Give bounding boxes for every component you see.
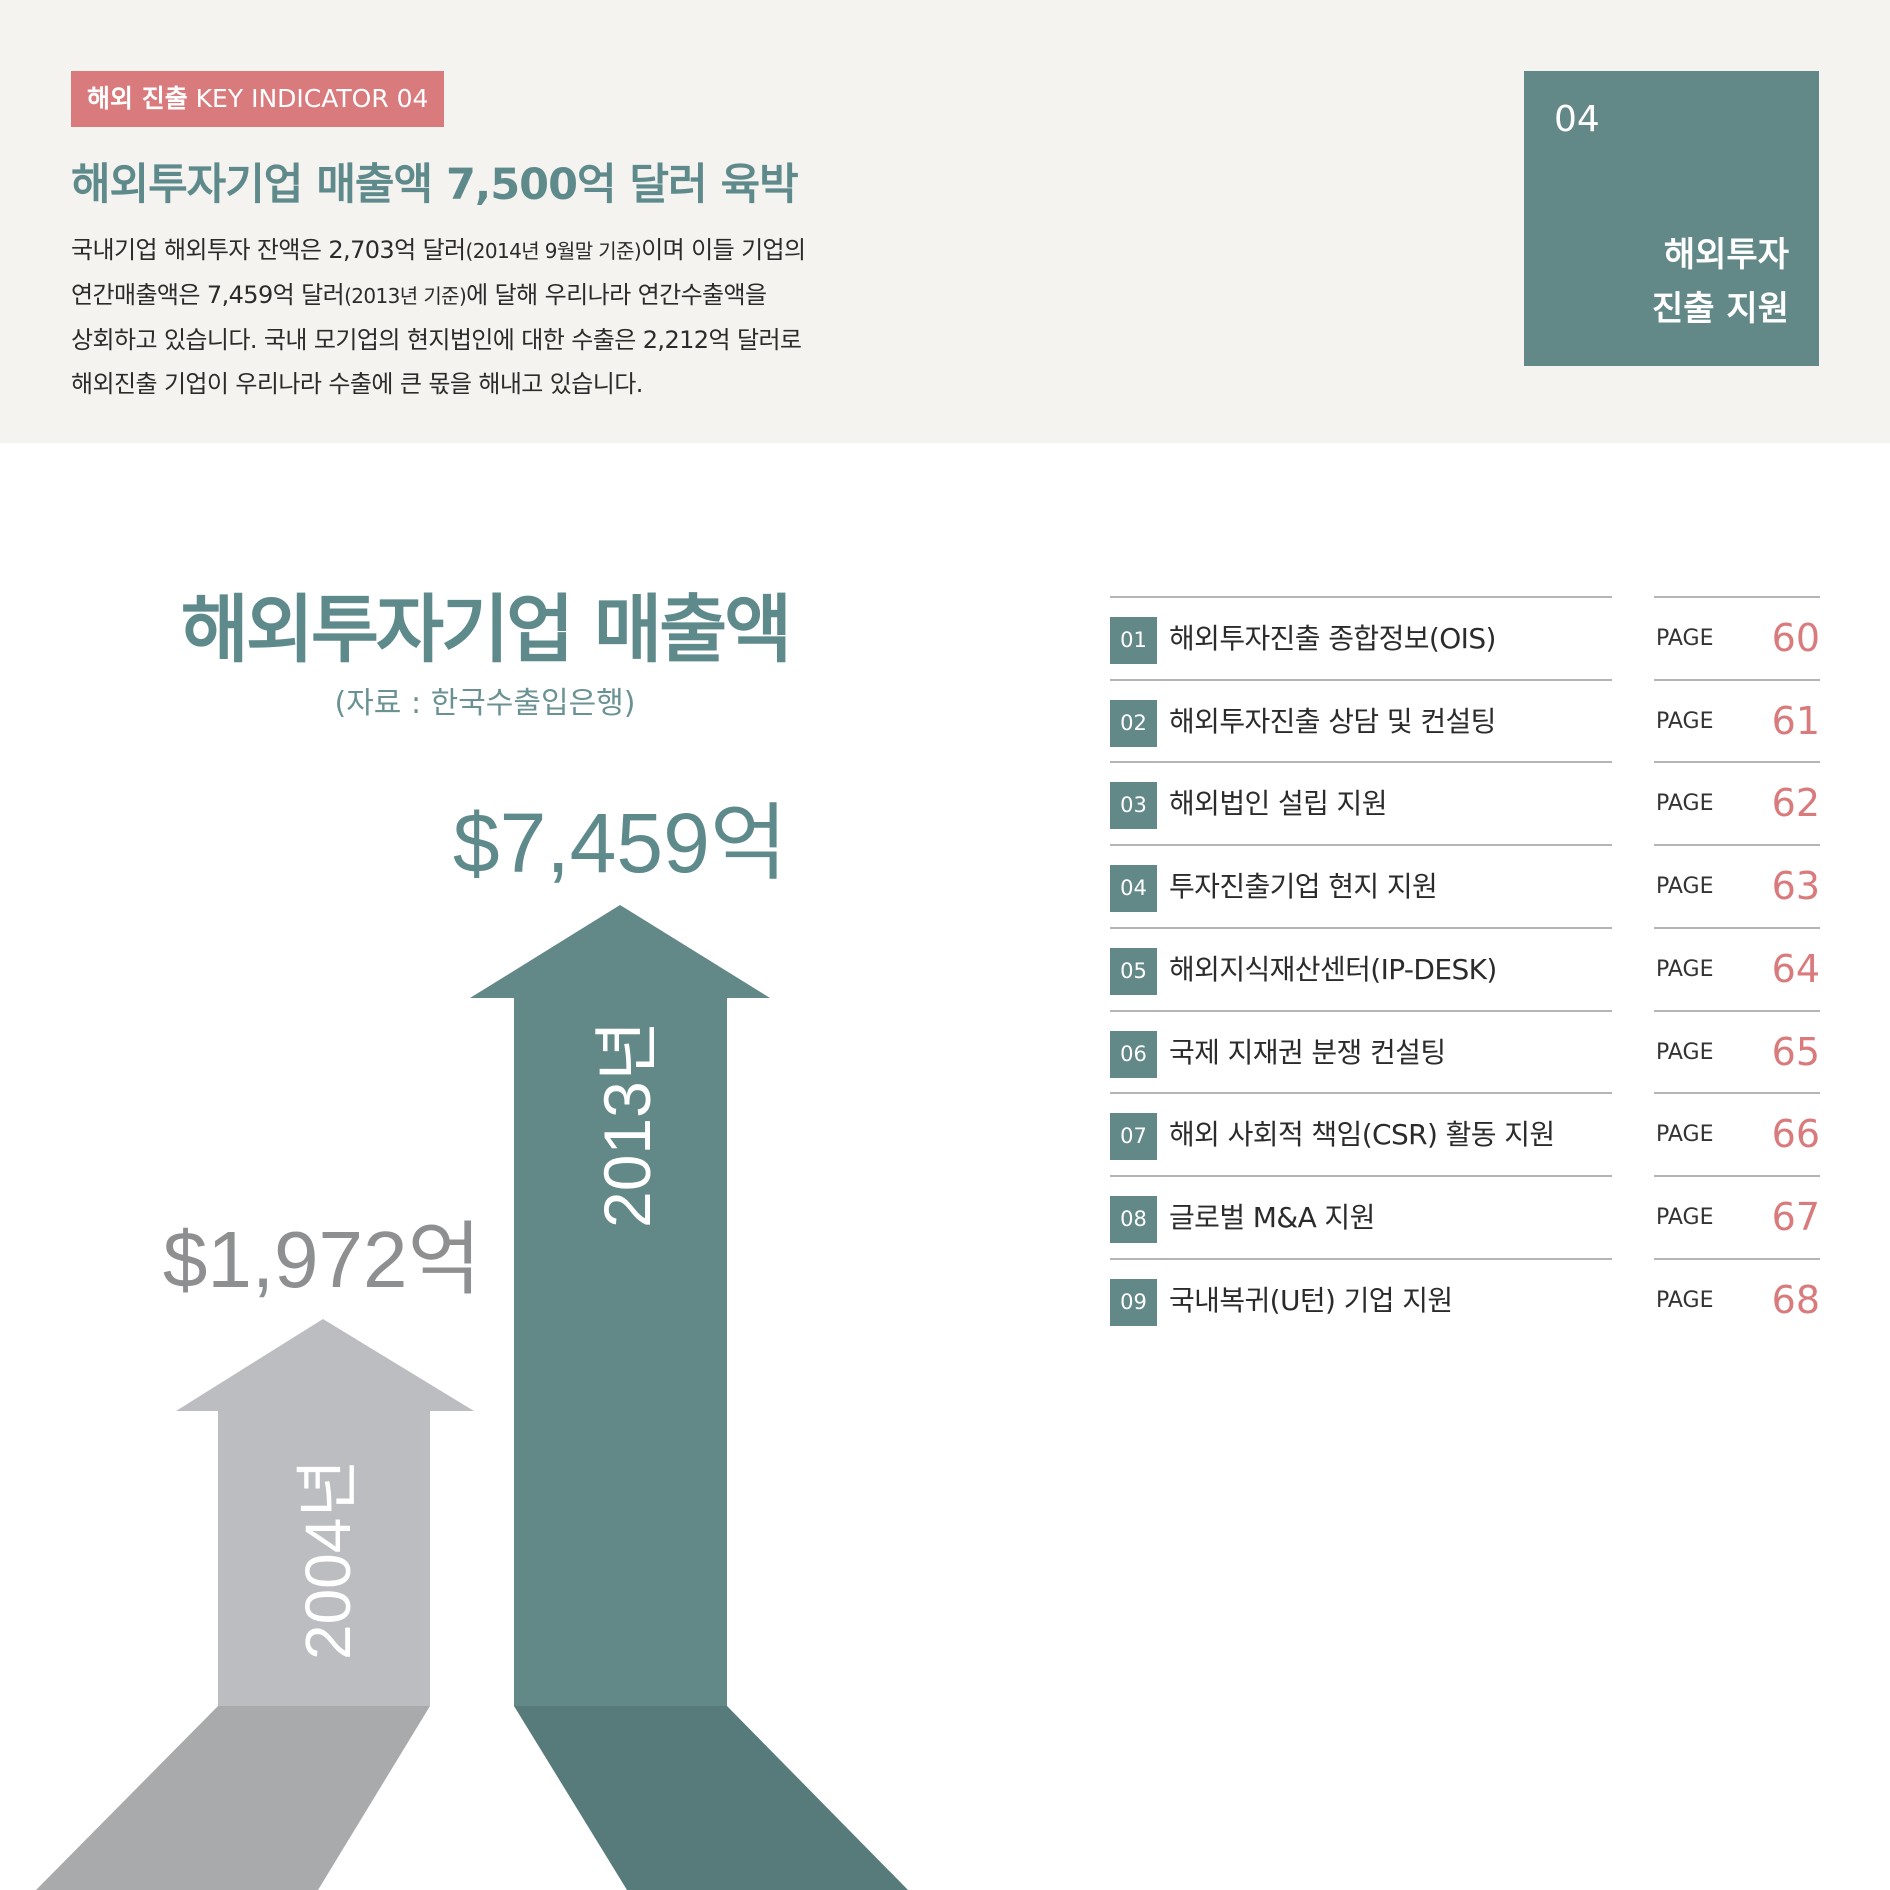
arrow-2013-value-label: $7,459억 (453, 796, 787, 890)
toc-page-number: 60 (1771, 616, 1820, 660)
toc-page-number: 63 (1771, 864, 1820, 909)
toc-divider-right (1654, 761, 1820, 764)
toc-divider-left (1110, 1092, 1612, 1095)
toc-number: 09 (1110, 1278, 1157, 1326)
toc-row-09[interactable]: 09 국내복귀(U턴) 기업 지원 PAGE 68 (1110, 1257, 1820, 1341)
toc-page-number: 61 (1771, 698, 1820, 743)
toc-divider-right (1654, 1174, 1820, 1177)
arrow-2013-shadow (514, 1706, 908, 1890)
toc-divider-right (1654, 1092, 1820, 1095)
toc-title[interactable]: 해외 사회적 책임(CSR) 활동 지원 (1169, 1118, 1555, 1152)
toc-number: 04 (1110, 865, 1157, 913)
tag-rest-text: KEY INDICATOR 04 (187, 84, 429, 113)
toc-page-label: PAGE (1656, 708, 1714, 734)
toc-page-label: PAGE (1656, 1039, 1714, 1065)
intro-l1b: (2014년 9월말 기준) (465, 239, 642, 263)
intro-l2b: (2013년 기준) (344, 284, 467, 308)
toc-divider-left (1110, 1257, 1612, 1260)
toc-number: 02 (1110, 699, 1157, 747)
intro-line-4: 해외진출 기업이 우리나라 수출에 큰 몫을 해내고 있습니다. (71, 370, 643, 398)
section-label: 해외투자 진출 지원 (1652, 228, 1789, 336)
toc-title[interactable]: 투자진출기업 현지 지원 (1169, 870, 1438, 904)
toc-divider-right (1654, 678, 1820, 681)
toc-title[interactable]: 해외투자진출 종합정보(OIS) (1169, 622, 1496, 655)
toc-page-number: 64 (1771, 946, 1820, 991)
chart-title: 해외투자기업 매출액 (180, 587, 792, 673)
toc-title[interactable]: 국내복귀(U턴) 기업 지원 (1169, 1283, 1453, 1317)
toc-title[interactable]: 해외투자진출 상담 및 컨설팅 (1169, 704, 1496, 738)
tag-strong-text: 해외 진출 (87, 84, 188, 113)
toc-title[interactable]: 해외법인 설립 지원 (1169, 787, 1387, 821)
toc-row-08[interactable]: 08 글로벌 M&A 지원 PAGE 67 (1110, 1174, 1820, 1258)
toc-row-06[interactable]: 06 국제 지재권 분쟁 컨설팅 PAGE 65 (1110, 1009, 1820, 1093)
arrow-2004: 2004년 $1,972억 (36, 1215, 481, 1890)
intro-paragraph: 국내기업 해외투자 잔액은 2,703억 달러(2014년 9월말 기준)이며 … (71, 228, 931, 406)
intro-line-3: 상회하고 있습니다. 국내 모기업의 현지법인에 대한 수출은 2,212억 달… (71, 326, 802, 354)
toc-title[interactable]: 해외지식재산센터(IP-DESK) (1169, 952, 1497, 986)
toc-row-02[interactable]: 02 해외투자진출 상담 및 컨설팅 PAGE 61 (1110, 678, 1820, 762)
toc-divider-left (1110, 678, 1612, 681)
arrow-2013-year-label: 2013년 (590, 1020, 664, 1228)
toc-row-03[interactable]: 03 해외법인 설립 지원 PAGE 62 (1110, 761, 1820, 844)
intro-l1a: 국내기업 해외투자 잔액은 2,703억 달러 (71, 236, 466, 264)
arrow-2004-year-label: 2004년 (292, 1459, 364, 1660)
section-number-box: 04 해외투자 진출 지원 (1524, 71, 1819, 366)
intro-line-1: 국내기업 해외투자 잔액은 2,703억 달러(2014년 9월말 기준)이며 … (71, 228, 931, 273)
toc-page-label: PAGE (1656, 1287, 1714, 1313)
toc-page-label: PAGE (1656, 956, 1714, 982)
arrow-2013-body (470, 905, 770, 1706)
toc-divider-right (1654, 1009, 1820, 1012)
toc-page-number: 67 (1771, 1194, 1820, 1239)
arrow-2004-shadow (36, 1706, 430, 1890)
toc-page-label: PAGE (1656, 874, 1714, 900)
toc-number: 03 (1110, 782, 1157, 830)
intro-line-2: 연간매출액은 7,459억 달러(2013년 기준)에 달해 우리나라 연간수출… (71, 273, 931, 318)
section-number: 04 (1554, 99, 1600, 140)
toc-divider-left (1110, 1009, 1612, 1012)
toc-number: 07 (1110, 1113, 1157, 1161)
page-headline: 해외투자기업 매출액 7,500억 달러 육박 (71, 160, 799, 210)
toc-page-label: PAGE (1656, 1204, 1714, 1230)
toc-page-number: 65 (1771, 1029, 1820, 1074)
toc-divider-left (1110, 926, 1612, 929)
chart-source: (자료 : 한국수출입은행) (334, 686, 636, 721)
toc-page-label: PAGE (1656, 1122, 1714, 1148)
intro-l1c: 이며 이들 기업의 (641, 236, 806, 264)
toc-number: 06 (1110, 1030, 1157, 1078)
section-tag: 해외 진출 KEY INDICATOR 04 (71, 71, 445, 127)
toc-divider-left (1110, 761, 1612, 764)
toc-row-04[interactable]: 04 투자진출기업 현지 지원 PAGE 63 (1110, 844, 1820, 927)
toc-page-label: PAGE (1656, 626, 1714, 651)
toc-divider-right (1654, 844, 1820, 847)
arrow-2004-body (176, 1319, 474, 1706)
toc-number: 05 (1110, 947, 1157, 995)
toc-number: 01 (1110, 617, 1157, 664)
toc-divider-left (1110, 596, 1612, 598)
toc-divider-left (1110, 844, 1612, 847)
toc-divider-right (1654, 926, 1820, 929)
toc-divider-left (1110, 1174, 1612, 1177)
toc-page-label: PAGE (1656, 791, 1714, 817)
toc-page-number: 68 (1771, 1277, 1820, 1322)
section-label-line-1: 해외투자 (1663, 235, 1789, 275)
toc-divider-right (1654, 596, 1820, 598)
toc-row-01[interactable]: 01 해외투자진출 종합정보(OIS) PAGE 60 (1110, 596, 1820, 679)
arrow-2004-value-label: $1,972억 (163, 1215, 481, 1304)
toc-title[interactable]: 국제 지재권 분쟁 컨설팅 (1169, 1035, 1446, 1069)
arrow-2013: 2013년 $7,459억 (453, 796, 908, 1890)
intro-l2a: 연간매출액은 7,459억 달러 (71, 281, 345, 309)
toc-page-number: 62 (1771, 781, 1820, 826)
intro-l2c: 에 달해 우리나라 연간수출액을 (466, 281, 767, 309)
toc-row-07[interactable]: 07 해외 사회적 책임(CSR) 활동 지원 PAGE 66 (1110, 1092, 1820, 1175)
section-label-line-2: 진출 지원 (1652, 289, 1789, 329)
toc-divider-right (1654, 1257, 1820, 1260)
toc-row-05[interactable]: 05 해외지식재산센터(IP-DESK) PAGE 64 (1110, 926, 1820, 1010)
toc-title[interactable]: 글로벌 M&A 지원 (1169, 1200, 1375, 1234)
toc-number: 08 (1110, 1195, 1157, 1243)
toc-page-number: 66 (1771, 1112, 1820, 1157)
